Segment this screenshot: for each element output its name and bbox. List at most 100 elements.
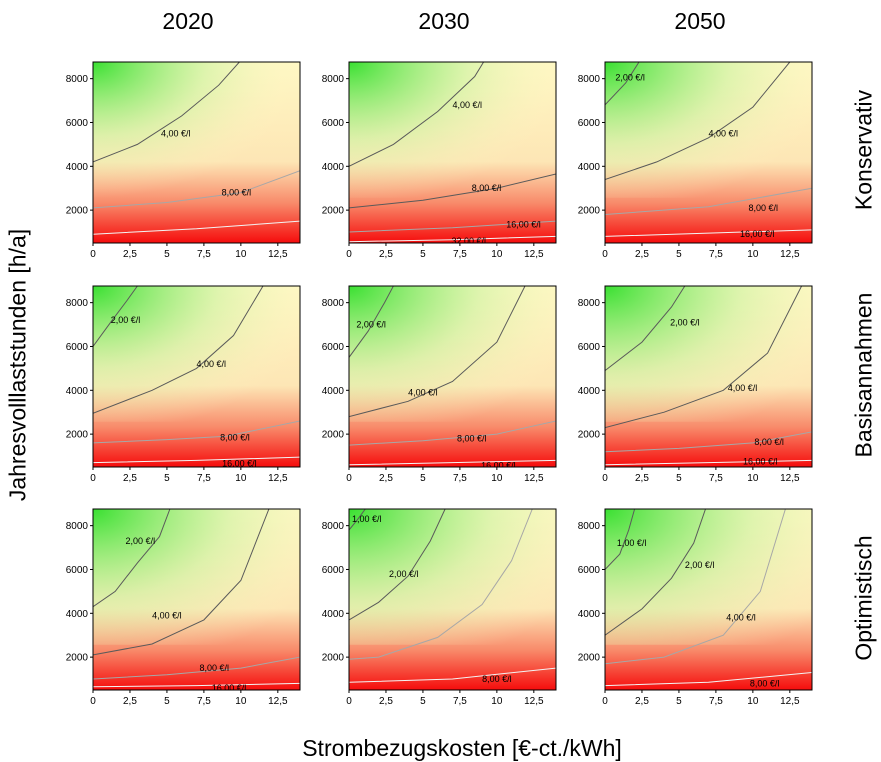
plot-frame — [604, 285, 813, 468]
contour-line — [605, 187, 812, 215]
contour-label: 1,00 €/l — [352, 514, 382, 524]
contour-line — [93, 656, 300, 680]
y-tick-label: 4000 — [578, 386, 601, 397]
contour-line — [93, 62, 240, 163]
x-tick-label: 2,5 — [123, 473, 137, 484]
x-tick-label: 12,5 — [268, 696, 288, 707]
x-tick-label: 7,5 — [197, 473, 211, 484]
contour-line — [349, 509, 533, 660]
panel-konservativ-2030: 4,00 €/l 8,00 €/l 16,00 €/l 32,00 €/l 0 2,5 5 7… — [322, 61, 557, 260]
y-tick-label: 4000 — [578, 162, 601, 173]
contour-label: 1,00 €/l — [617, 538, 647, 548]
y-tick-label: 2000 — [66, 653, 89, 664]
y-tick-label: 2000 — [578, 206, 601, 217]
y-tick-label: 4000 — [66, 386, 89, 397]
contour-line — [93, 220, 300, 235]
contour-label: 2,00 €/l — [356, 320, 386, 330]
y-tick-label: 4000 — [322, 386, 345, 397]
panel-basisannahmen-2020: 2,00 €/l 4,00 €/l 8,00 €/l 16,00 €/l 0 2,5 5 7,… — [66, 285, 301, 484]
x-tick-label: 2,5 — [635, 249, 649, 260]
y-tick-label: 6000 — [322, 565, 345, 576]
contour-line — [349, 286, 394, 358]
contour-label: 2,00 €/l — [615, 73, 645, 83]
x-axis-label: Strombezugskosten [€-ct./kWh] — [302, 735, 622, 761]
contour-label: 8,00 €/l — [220, 432, 250, 442]
x-tick-label: 10 — [747, 473, 759, 484]
low-cost-region — [93, 286, 300, 422]
contour-line — [93, 509, 270, 656]
x-tick-label: 12,5 — [780, 696, 800, 707]
x-tick-label: 5 — [164, 696, 170, 707]
y-tick-label: 6000 — [322, 342, 345, 353]
x-tick-label: 12,5 — [780, 249, 800, 260]
contour-line — [349, 459, 556, 466]
contour-line — [605, 509, 786, 665]
contour-label: 8,00 €/l — [199, 663, 229, 673]
plot-frame — [348, 61, 557, 244]
y-tick-label: 6000 — [578, 118, 601, 129]
contour-line — [349, 235, 556, 243]
panel-optimistisch-2050: 1,00 €/l 2,00 €/l 4,00 €/l 8,00 €/l 0 2,5 5 7,5… — [578, 508, 813, 707]
contour-line — [93, 420, 300, 444]
low-cost-region — [93, 509, 300, 645]
y-tick-label: 2000 — [578, 653, 601, 664]
panel-optimistisch-2030: 1,00 €/l 2,00 €/l 8,00 €/l 0 2,5 5 7,5 10 12,5 20… — [322, 508, 557, 707]
contour-line — [93, 682, 300, 688]
contour-label: 16,00 €/l — [743, 457, 778, 467]
x-tick-label: 10 — [491, 249, 503, 260]
contour-label: 4,00 €/l — [152, 610, 182, 620]
contour-label: 16,00 €/l — [481, 461, 516, 471]
x-tick-label: 0 — [346, 473, 352, 484]
x-tick-label: 10 — [235, 696, 247, 707]
x-tick-label: 5 — [676, 696, 682, 707]
contour-line — [605, 431, 812, 453]
low-cost-region — [349, 62, 556, 198]
x-tick-label: 0 — [346, 249, 352, 260]
column-title-2020: 2020 — [162, 8, 214, 34]
x-tick-label: 0 — [90, 696, 96, 707]
low-cost-region — [349, 286, 556, 422]
contour-line — [349, 509, 446, 621]
contour-label: 2,00 €/l — [126, 536, 156, 546]
contour-line — [349, 220, 556, 233]
contour-line — [93, 170, 300, 209]
x-tick-label: 7,5 — [709, 696, 723, 707]
contour-label: 4,00 €/l — [726, 613, 756, 623]
plot-frame — [92, 508, 301, 691]
y-tick-label: 8000 — [578, 74, 601, 85]
x-tick-label: 0 — [90, 249, 96, 260]
x-tick-label: 2,5 — [379, 473, 393, 484]
x-tick-label: 5 — [420, 473, 426, 484]
contour-line — [93, 456, 300, 464]
y-tick-label: 8000 — [578, 521, 601, 532]
x-tick-label: 5 — [164, 473, 170, 484]
low-cost-region — [93, 62, 300, 198]
x-tick-label: 7,5 — [197, 249, 211, 260]
contour-line — [349, 286, 526, 418]
x-tick-label: 12,5 — [524, 473, 544, 484]
contour-line — [93, 286, 264, 414]
y-tick-label: 2000 — [578, 430, 601, 441]
contour-line — [605, 672, 812, 687]
plot-frame — [348, 508, 557, 691]
x-tick-label: 7,5 — [197, 696, 211, 707]
contour-label: 4,00 €/l — [453, 100, 483, 110]
panel-basisannahmen-2030: 2,00 €/l 4,00 €/l 8,00 €/l 16,00 €/l 0 2,5 5 7,… — [322, 285, 557, 484]
y-tick-label: 6000 — [66, 565, 89, 576]
x-tick-label: 2,5 — [123, 249, 137, 260]
contour-line — [93, 286, 138, 347]
contour-label: 4,00 €/l — [197, 359, 227, 369]
panel-konservativ-2020: 4,00 €/l 8,00 €/l 0 2,5 5 7,5 10 12,5 2000 4000 60… — [66, 61, 301, 260]
contour-label: 16,00 €/l — [740, 229, 775, 239]
x-tick-label: 10 — [235, 473, 247, 484]
contour-label: 32,00 €/l — [451, 236, 486, 246]
y-tick-label: 4000 — [66, 162, 89, 173]
x-tick-label: 2,5 — [123, 696, 137, 707]
contour-label: 16,00 €/l — [212, 683, 247, 693]
y-tick-label: 6000 — [322, 118, 345, 129]
contour-label: 8,00 €/l — [222, 188, 252, 198]
low-cost-region — [349, 509, 556, 645]
y-tick-label: 8000 — [322, 521, 345, 532]
x-tick-label: 2,5 — [635, 473, 649, 484]
